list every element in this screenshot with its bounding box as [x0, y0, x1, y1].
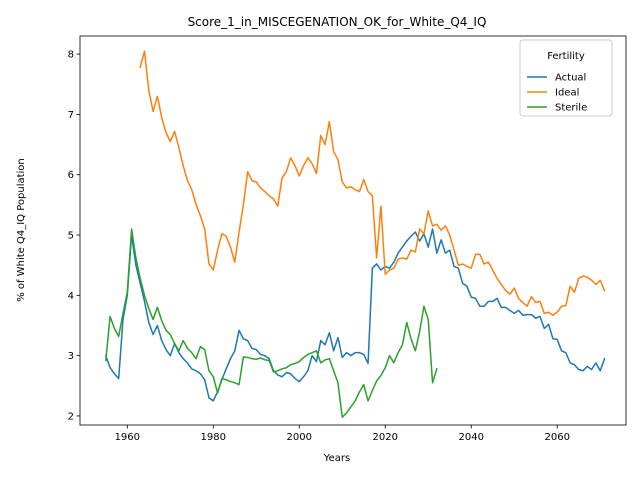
series-line-sterile [104, 228, 438, 418]
legend-label-ideal: Ideal [555, 88, 579, 99]
x-tick-label: 1980 [201, 432, 226, 443]
legend-label-sterile: Sterile [555, 103, 587, 114]
chart-title: Score_1_in_MISCEGENATION_OK_for_White_Q4… [188, 15, 487, 29]
legend-frame [519, 39, 613, 117]
y-tick-label: 3 [68, 351, 74, 362]
y-axis-label: % of White Q4_IQ Population [16, 158, 27, 302]
y-tick-label: 2 [68, 411, 74, 422]
legend-title: Fertility [547, 51, 585, 62]
y-tick-label: 7 [68, 110, 74, 121]
x-tick-label: 2020 [373, 432, 398, 443]
x-tick-label: 2040 [459, 432, 484, 443]
x-axis-label: Years [323, 453, 350, 464]
series-line-ideal [139, 50, 606, 316]
legend-label-actual: Actual [555, 73, 586, 84]
x-tick-label: 2060 [544, 432, 569, 443]
x-tick-label: 2000 [287, 432, 312, 443]
x-tick-label: 1960 [115, 432, 140, 443]
y-tick-label: 6 [68, 170, 74, 181]
y-tick-label: 8 [68, 50, 74, 61]
y-tick-label: 4 [68, 291, 74, 302]
plot-frame [79, 35, 627, 426]
y-tick-label: 5 [68, 231, 74, 242]
legend: Fertility Actual Ideal Sterile [519, 39, 613, 117]
series-line-actual [104, 228, 606, 402]
